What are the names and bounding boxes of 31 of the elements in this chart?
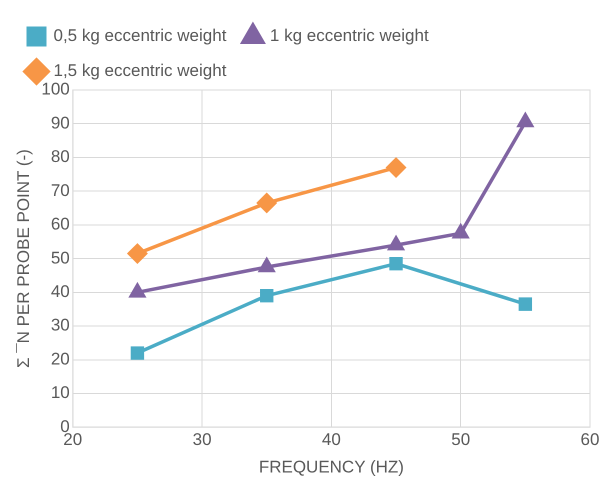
point: [452, 224, 469, 239]
point: [388, 236, 404, 250]
point: [518, 297, 532, 311]
y-tick-label: 60: [50, 214, 70, 234]
y-tick-label: 70: [50, 180, 70, 200]
point: [130, 346, 144, 360]
legend-label: 1 kg eccentric weight: [270, 26, 429, 46]
x-tick-label: 30: [192, 430, 212, 450]
y-tick-label: 50: [50, 248, 70, 268]
point: [389, 256, 403, 270]
y-tick-label: 20: [50, 349, 70, 368]
point: [386, 158, 406, 178]
x-tick-label: 40: [322, 430, 341, 450]
y-axis-title: Σ ¯N PER PROBE POINT (-): [14, 149, 33, 368]
y-tick-label: 30: [50, 316, 70, 335]
x-tick-label: 60: [580, 430, 600, 450]
point: [128, 244, 148, 264]
point: [518, 113, 534, 128]
y-tick-label: 100: [41, 80, 70, 99]
point: [260, 288, 274, 302]
legend-label: 1,5 kg eccentric weight: [54, 61, 227, 80]
x-axis-title: FREQUENCY (HZ): [258, 457, 404, 476]
point: [258, 258, 275, 272]
y-tick-label: 10: [50, 383, 70, 402]
y-tick-label: 40: [50, 282, 70, 302]
point: [256, 193, 276, 213]
legend-label: 0,5 kg eccentric weight: [54, 26, 227, 46]
y-tick-label: 90: [50, 113, 70, 132]
x-tick-label: 50: [451, 430, 470, 450]
point: [130, 284, 146, 298]
y-tick-label: 80: [50, 147, 70, 166]
